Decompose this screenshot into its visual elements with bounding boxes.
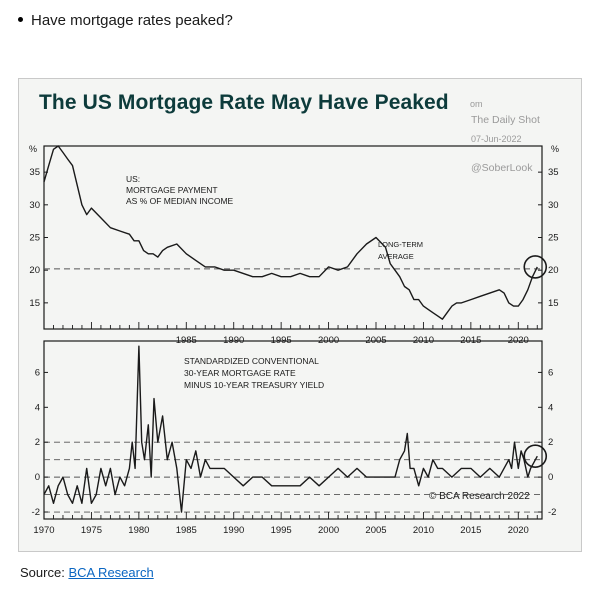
highlight-circle-top <box>523 255 548 279</box>
bullet-question: Have mortgage rates peaked? <box>31 12 233 29</box>
y-tick-label-right: 25 <box>548 233 559 244</box>
top-panel-title: US: MORTGAGE PAYMENT AS % OF MEDIAN INCO… <box>126 174 234 206</box>
y-tick-label-right: 35 <box>548 167 559 178</box>
bottom-title-line-2: 30-YEAR MORTGAGE RATE <box>184 368 296 378</box>
watermark-source-fragment: om <box>470 99 483 109</box>
reference-line-label: LONG-TERM AVERAGE <box>378 240 423 261</box>
y-tick-label-right: 0 <box>548 472 553 483</box>
y-tick-label-left: -2 <box>32 507 40 518</box>
y-tick-label-right: -2 <box>548 507 556 518</box>
y-tick-label-left: 15 <box>29 298 40 309</box>
x-tick-label: 1990 <box>223 525 244 536</box>
x-tick-label: 2000 <box>318 525 339 536</box>
watermark-name: The Daily Shot <box>471 114 540 126</box>
x-tick-label: 2020 <box>508 525 529 536</box>
y-tick-label-right: 4 <box>548 402 553 413</box>
chart-headline: The US Mortgage Rate May Have Peaked <box>39 91 449 114</box>
x-tick-label: 1970 <box>33 525 54 536</box>
top-title-line-1: US: <box>126 174 140 184</box>
bottom-title-line-1: STANDARDIZED CONVENTIONAL <box>184 356 319 366</box>
top-title-line-3: AS % OF MEDIAN INCOME <box>126 196 234 206</box>
x-tick-label: 1995 <box>271 525 292 536</box>
panel-frame-bottom <box>43 340 543 520</box>
y-tick-label-left: 4 <box>35 402 40 413</box>
bottom-title-line-3: MINUS 10-YEAR TREASURY YIELD <box>184 380 324 390</box>
y-tick-label-right: 6 <box>548 367 553 378</box>
x-tick-label: 2015 <box>460 525 481 536</box>
y-tick-label-left: 35 <box>29 167 40 178</box>
reference-label-line-1: LONG-TERM <box>378 240 423 249</box>
top-title-line-2: MORTGAGE PAYMENT <box>126 185 218 195</box>
y-tick-label-right: 30 <box>548 200 559 211</box>
highlight-circle-bottom <box>523 444 548 468</box>
chart-figure: The US Mortgage Rate May Have Peaked om … <box>18 78 582 552</box>
y-tick-label-left: 30 <box>29 200 40 211</box>
y-tick-label-left: 25 <box>29 233 40 244</box>
x-tick-label: 2010 <box>413 525 434 536</box>
x-tick-label: 1980 <box>128 525 149 536</box>
x-tick-label: 2005 <box>365 525 386 536</box>
bottom-panel-title: STANDARDIZED CONVENTIONAL 30-YEAR MORTGA… <box>184 356 324 390</box>
bullet-text: Have mortgage rates peaked? <box>18 12 233 29</box>
source-label: Source: <box>20 565 65 580</box>
y-tick-label-left: 2 <box>35 437 40 448</box>
y-tick-label-left: 0 <box>35 472 40 483</box>
watermark-date: 07-Jun-2022 <box>471 134 522 144</box>
x-tick-label: 1985 <box>176 525 197 536</box>
series-line-bottom <box>43 345 538 513</box>
y-tick-label-right: 2 <box>548 437 553 448</box>
watermark-handle: @SoberLook <box>471 162 533 174</box>
reference-label-line-2: AVERAGE <box>378 252 414 261</box>
y-tick-label-left: 6 <box>35 367 40 378</box>
top-unit-right: % <box>551 144 559 154</box>
source-line: Source: BCA Research <box>20 565 154 580</box>
y-tick-label-right: 15 <box>548 298 559 309</box>
x-tick-label: 1975 <box>81 525 102 536</box>
bullet-dot <box>18 16 23 22</box>
y-tick-label-left: 20 <box>29 265 40 276</box>
chart-credit: © BCA Research 2022 <box>429 491 530 502</box>
series-line-top <box>43 145 538 320</box>
top-unit-left: % <box>29 144 37 154</box>
source-link[interactable]: BCA Research <box>68 565 154 580</box>
chart-svg: % % US: MORTGAGE PAYMENT AS % OF MEDIAN … <box>29 144 559 536</box>
y-tick-label-right: 20 <box>548 265 559 276</box>
